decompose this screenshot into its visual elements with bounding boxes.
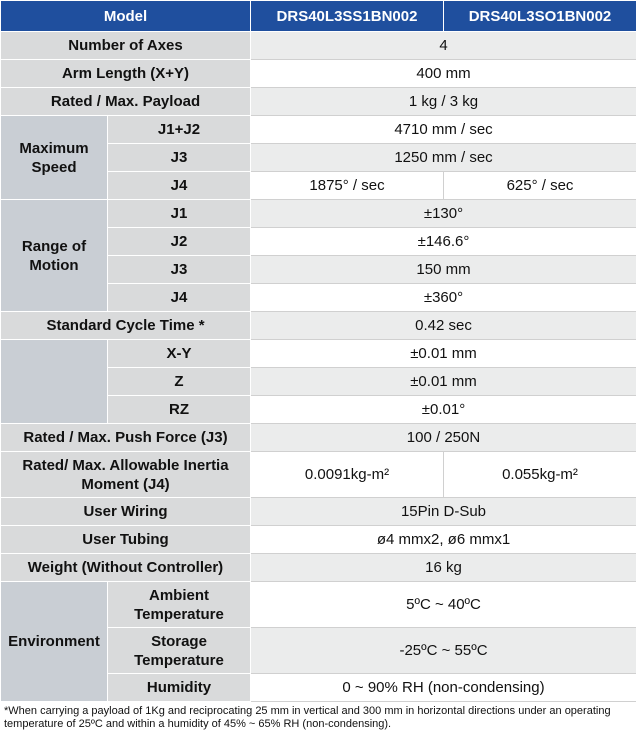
- spec-value: 400 mm: [250, 59, 636, 88]
- spec-row: Z ±0.01 mm: [1, 367, 636, 396]
- spec-value: ±0.01°: [250, 395, 636, 424]
- sub-label: X-Y: [107, 339, 251, 368]
- sub-label: Z: [107, 367, 251, 396]
- row-label: Rated/ Max. Allowable Inertia Moment (J4…: [0, 451, 251, 498]
- spec-row: Range of Motion J1 ±130°: [0, 199, 636, 312]
- row-label: User Tubing: [0, 525, 251, 554]
- spec-row: User Wiring 15Pin D-Sub: [0, 497, 636, 526]
- sub-label: J2: [107, 227, 251, 256]
- spec-value: 0 ~ 90% RH (non-condensing): [250, 673, 636, 702]
- spec-value: ±130°: [250, 199, 636, 228]
- spec-row: Rated / Max. Payload 1 kg / 3 kg: [0, 87, 636, 116]
- spec-row: J2 ±146.6°: [1, 227, 636, 256]
- spec-value: 4: [250, 31, 636, 60]
- sub-label: Ambient Temperature: [107, 581, 251, 628]
- row-label: Rated / Max. Push Force (J3): [0, 423, 251, 452]
- spec-row: User Tubing ø4 mmx2, ø6 mmx1: [0, 525, 636, 554]
- spec-value: -25ºC ~ 55ºC: [250, 627, 636, 674]
- spec-value: 1 kg / 3 kg: [250, 87, 636, 116]
- table-body: Number of Axes 4 Arm Length (X+Y) 400 mm Rat…: [0, 31, 636, 702]
- spec-row: Storage Temperature -25ºC ~ 55ºC: [1, 627, 636, 674]
- spec-row: J3 150 mm: [1, 255, 636, 284]
- spec-row: Rated / Max. Push Force (J3) 100 / 250N: [0, 423, 636, 452]
- sub-label: RZ: [107, 395, 251, 424]
- spec-value: 5ºC ~ 40ºC: [250, 581, 636, 628]
- spec-row: J4 ±360°: [1, 283, 636, 312]
- row-label: Arm Length (X+Y): [0, 59, 251, 88]
- spec-value: 625° / sec: [443, 171, 636, 200]
- spec-value: 150 mm: [250, 255, 636, 284]
- row-label: Rated / Max. Payload: [0, 87, 251, 116]
- spec-value: ±360°: [250, 283, 636, 312]
- row-label: Standard Cycle Time *: [0, 311, 251, 340]
- spec-row: Environment Ambient Temperature 5ºC ~ 40ºC: [0, 581, 636, 702]
- spec-value: 1875° / sec: [250, 171, 444, 200]
- sub-label: J1+J2: [107, 115, 251, 144]
- group-label: Range of Motion: [0, 199, 108, 312]
- spec-value: 100 / 250N: [250, 423, 636, 452]
- spec-value: 0.42 sec: [250, 311, 636, 340]
- group-label: Maximum Speed: [0, 115, 108, 200]
- model-name: DRS40L3SS1BN002: [250, 0, 444, 32]
- table-header: Model DRS40L3SS1BN002 DRS40L3SO1BN002: [0, 0, 636, 32]
- sub-label: J4: [107, 283, 251, 312]
- spec-row: X-Y ±0.01 mm: [0, 339, 636, 424]
- spec-row: Weight (Without Controller) 16 kg: [0, 553, 636, 582]
- sub-label: J3: [107, 143, 251, 172]
- spec-row: Humidity 0 ~ 90% RH (non-condensing): [1, 673, 636, 702]
- spec-table: Model DRS40L3SS1BN002 DRS40L3SO1BN002 Numb…: [0, 0, 636, 702]
- footnote: *When carrying a payload of 1Kg and reci…: [4, 705, 611, 730]
- spec-row: Standard Cycle Time * 0.42 sec: [0, 311, 636, 340]
- sub-label: Storage Temperature: [107, 627, 251, 674]
- sub-label: J3: [107, 255, 251, 284]
- spec-value: 1250 mm / sec: [250, 143, 636, 172]
- spec-row: Maximum Speed J1+J2 4710 mm / sec: [0, 115, 636, 200]
- model-name: DRS40L3SO1BN002: [443, 0, 636, 32]
- group-label: [0, 339, 108, 424]
- spec-value: 0.055kg-m²: [443, 451, 636, 498]
- row-label: Weight (Without Controller): [0, 553, 251, 582]
- spec-row: Rated/ Max. Allowable Inertia Moment (J4…: [0, 451, 636, 498]
- header-row: Model DRS40L3SS1BN002 DRS40L3SO1BN002: [0, 0, 636, 32]
- spec-value: ±0.01 mm: [250, 367, 636, 396]
- spec-value: ±0.01 mm: [250, 339, 636, 368]
- row-label: User Wiring: [0, 497, 251, 526]
- sub-label: Humidity: [107, 673, 251, 702]
- spec-value: ø4 mmx2, ø6 mmx1: [250, 525, 636, 554]
- sub-label: J4: [107, 171, 251, 200]
- header-label: Model: [0, 0, 251, 32]
- spec-row: Number of Axes 4: [0, 31, 636, 60]
- spec-row: J3 1250 mm / sec: [1, 143, 636, 172]
- spec-value: ±146.6°: [250, 227, 636, 256]
- sub-label: J1: [107, 199, 251, 228]
- spec-row: Arm Length (X+Y) 400 mm: [0, 59, 636, 88]
- spec-value: 15Pin D-Sub: [250, 497, 636, 526]
- spec-row: J4 1875° / sec 625° / sec: [1, 171, 636, 200]
- spec-value: 16 kg: [250, 553, 636, 582]
- spec-value: 4710 mm / sec: [250, 115, 636, 144]
- spec-value: 0.0091kg-m²: [250, 451, 444, 498]
- row-label: Number of Axes: [0, 31, 251, 60]
- group-label: Environment: [0, 581, 108, 702]
